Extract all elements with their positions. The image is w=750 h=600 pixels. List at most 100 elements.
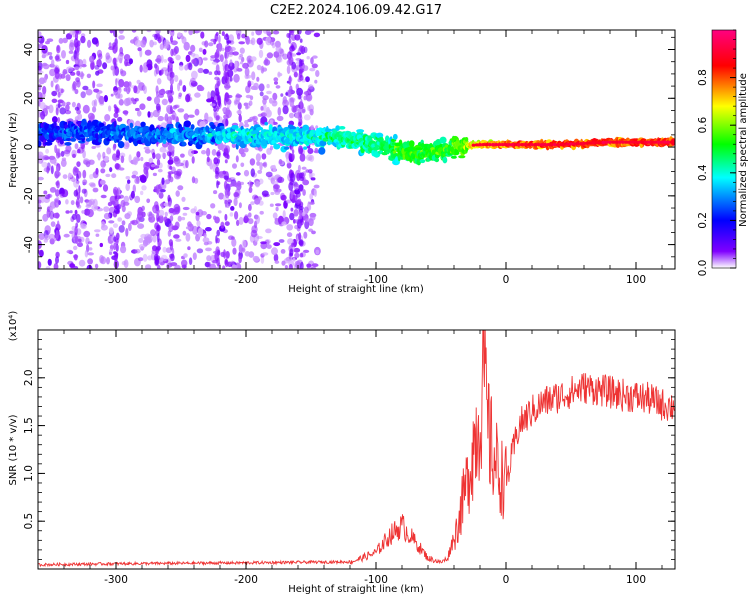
heatmap-noise-cell — [139, 103, 146, 110]
heatmap-noise-cell — [98, 95, 105, 105]
heatmap-noise-cell — [285, 199, 292, 204]
heatmap-noise-cell — [87, 112, 95, 120]
heatmap-noise-cell — [62, 69, 68, 75]
heatmap-noise-cell — [303, 114, 311, 121]
heatmap-noise-cell — [77, 113, 83, 120]
heatmap-noise-cell — [308, 30, 315, 33]
heatmap-noise-cell — [108, 251, 113, 255]
heatmap-noise-cell — [72, 153, 76, 158]
heatmap-noise-cell — [134, 97, 139, 102]
heatmap-noise-cell — [262, 95, 269, 101]
y-tick-label: -20 — [23, 187, 35, 204]
heatmap-noise-cell — [296, 87, 303, 96]
heatmap-noise-cell — [248, 186, 253, 193]
heatmap-noise-cell — [98, 53, 103, 60]
heatmap-noise-cell — [109, 30, 114, 34]
heatmap-core-cell — [517, 143, 521, 147]
heatmap-noise-cell — [96, 83, 103, 88]
heatmap-noise-cell — [130, 97, 135, 102]
heatmap-noise-cell — [221, 47, 225, 52]
heatmap-ridge-cell — [81, 118, 87, 125]
heatmap-noise-cell — [224, 63, 230, 72]
snr-y-axis-label: SNR (10 * v/v) — [8, 414, 19, 485]
heatmap-noise-cell — [289, 212, 295, 221]
heatmap-noise-cell — [177, 108, 185, 113]
heatmap-noise-cell — [290, 146, 294, 151]
heatmap-noise-cell — [41, 161, 48, 168]
heatmap-noise-cell — [118, 225, 125, 233]
colorbar-gradient — [712, 30, 736, 268]
heatmap-noise-cell — [194, 92, 201, 98]
heatmap-noise-cell — [196, 220, 201, 227]
heatmap-noise-cell — [113, 112, 119, 118]
heatmap-noise-cell — [48, 233, 55, 240]
heatmap-noise-cell — [141, 205, 145, 211]
heatmap-noise-cell — [250, 168, 255, 177]
heatmap-noise-cell — [173, 156, 180, 162]
heatmap-noise-cell — [274, 218, 279, 222]
heatmap-noise-cell — [268, 97, 273, 104]
heatmap-noise-cell — [203, 68, 209, 74]
heatmap-noise-cell — [146, 30, 152, 33]
heatmap-noise-cell — [95, 167, 99, 175]
heatmap-noise-cell — [155, 30, 161, 35]
heatmap-ridge-cell — [113, 120, 117, 128]
heatmap-noise-cell — [39, 249, 44, 258]
heatmap-noise-cell — [169, 165, 173, 170]
heatmap-noise-cell — [136, 110, 142, 117]
heatmap-noise-cell — [291, 61, 297, 70]
heatmap-noise-cell — [114, 66, 120, 76]
heatmap-noise-cell — [256, 64, 262, 71]
heatmap-noise-cell — [141, 211, 146, 218]
heatmap-noise-cell — [244, 214, 249, 219]
heatmap-noise-cell — [43, 76, 47, 83]
heatmap-noise-cell — [135, 107, 140, 112]
heatmap-core-cell — [507, 143, 512, 147]
heatmap-noise-cell — [155, 85, 159, 94]
heatmap-noise-cell — [221, 31, 225, 37]
heatmap-noise-cell — [93, 88, 100, 93]
heatmap-noise-cell — [244, 123, 250, 128]
heatmap-noise-cell — [61, 50, 66, 59]
heatmap-core-cell — [663, 140, 668, 144]
heatmap-core-cell — [500, 143, 505, 147]
heatmap-noise-cell — [299, 38, 303, 43]
heatmap-noise-cell — [202, 48, 207, 55]
heatmap-noise-cell — [249, 158, 256, 166]
heatmap-noise-cell — [47, 52, 53, 56]
heatmap-noise-cell — [211, 149, 217, 156]
heatmap-noise-cell — [182, 85, 187, 92]
heatmap-noise-cell — [311, 266, 317, 269]
heatmap-ridge-cell — [434, 157, 440, 163]
heatmap-noise-cell — [308, 228, 313, 232]
heatmap-ridge-cell — [129, 122, 134, 129]
heatmap-noise-cell — [167, 56, 173, 63]
heatmap-noise-cell — [66, 249, 73, 254]
heatmap-noise-cell — [106, 147, 112, 155]
heatmap-noise-cell — [76, 149, 81, 154]
heatmap-noise-cell — [80, 91, 86, 99]
heatmap-noise-cell — [299, 45, 304, 52]
heatmap-noise-cell — [193, 206, 198, 213]
heatmap-ridge-cell — [264, 121, 269, 126]
heatmap-noise-cell — [210, 90, 216, 99]
heatmap-noise-cell — [310, 124, 315, 131]
heatmap-noise-cell — [120, 245, 127, 254]
heatmap-noise-cell — [261, 153, 267, 160]
heatmap-noise-cell — [158, 209, 165, 217]
heatmap-noise-cell — [235, 94, 243, 98]
heatmap-core-cell — [630, 140, 635, 144]
heatmap-noise-cell — [146, 198, 151, 204]
heatmap-noise-cell — [247, 80, 252, 88]
heatmap-noise-cell — [232, 51, 239, 56]
heatmap-noise-cell — [275, 206, 279, 212]
heatmap-noise-cell — [87, 209, 94, 218]
heatmap-noise-cell — [240, 162, 245, 168]
heatmap-noise-cell — [288, 32, 291, 40]
heatmap-noise-cell — [143, 85, 148, 94]
heatmap-noise-cell — [113, 208, 120, 214]
heatmap-noise-cell — [229, 59, 233, 67]
heatmap-noise-cell — [114, 156, 117, 162]
heatmap-noise-cell — [231, 238, 237, 247]
heatmap-noise-cell — [314, 147, 319, 153]
